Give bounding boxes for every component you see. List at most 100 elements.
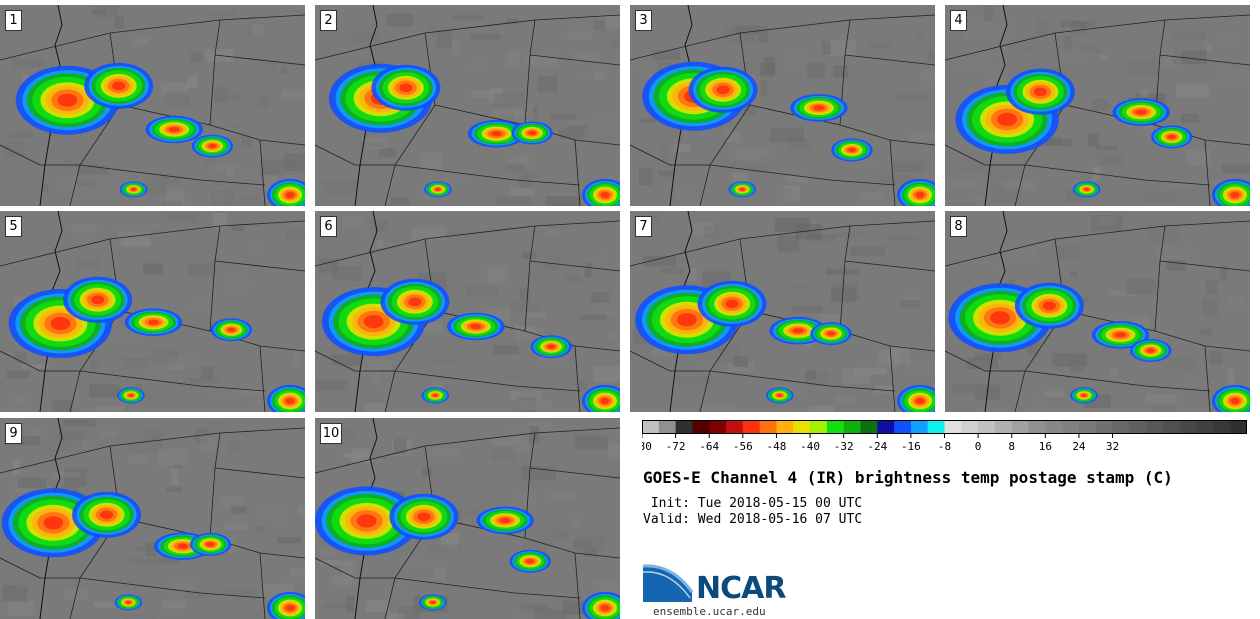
cloud-texture (165, 189, 185, 206)
cloud-texture (606, 469, 620, 479)
convective-cell (777, 393, 783, 397)
cloud-texture (783, 185, 800, 201)
cloud-texture (1032, 62, 1047, 72)
cloud-texture (575, 535, 605, 551)
cloud-texture (5, 141, 25, 157)
cloud-texture (1200, 328, 1212, 336)
cloud-texture (135, 545, 156, 552)
cloud-texture (1092, 166, 1101, 181)
cloud-texture (1115, 213, 1124, 227)
cloud-texture (1180, 113, 1200, 124)
cloud-texture (887, 346, 911, 364)
cloud-texture (760, 80, 768, 97)
cloud-texture (1062, 50, 1085, 64)
cloud-texture (854, 367, 888, 375)
cloud-texture (1084, 231, 1116, 243)
cloud-texture (763, 57, 776, 74)
cloud-texture (567, 31, 592, 40)
cloud-texture (444, 317, 456, 324)
cloud-texture (343, 452, 367, 459)
colorbar-swatch (944, 420, 962, 434)
cloud-texture (277, 537, 301, 544)
cloud-texture (161, 201, 182, 206)
cloud-texture (124, 238, 151, 247)
colorbar-swatch (1196, 420, 1214, 434)
cloud-texture (572, 52, 599, 62)
cloud-texture (129, 439, 164, 453)
cloud-texture (468, 62, 488, 69)
cloud-texture (1228, 295, 1245, 310)
cloud-texture (201, 366, 214, 380)
cloud-texture (411, 227, 447, 240)
cloud-texture (351, 448, 370, 464)
cloud-texture (795, 224, 822, 240)
cloud-texture (1092, 98, 1109, 111)
convective-cell (847, 147, 856, 153)
cloud-texture (737, 105, 758, 116)
cloud-texture (18, 582, 32, 589)
ir-map (315, 5, 620, 206)
colorbar-swatch (742, 420, 761, 434)
cloud-texture (1088, 133, 1099, 147)
cloud-texture (167, 357, 199, 369)
cloud-texture (919, 160, 932, 174)
cloud-texture (518, 400, 552, 411)
convective-cell (1115, 332, 1126, 338)
postage-stamp-10: 10 (315, 418, 620, 619)
ncar-logo-icon (642, 564, 694, 602)
convective-cell (600, 191, 610, 199)
cloud-texture (30, 428, 42, 436)
cloud-texture (263, 61, 277, 72)
cloud-texture (990, 183, 1023, 201)
cloud-texture (815, 344, 837, 352)
cloud-texture (918, 135, 934, 142)
cloud-texture (188, 263, 216, 277)
cloud-texture (610, 308, 620, 318)
cloud-texture (491, 435, 528, 454)
panel-number: 7 (635, 216, 652, 237)
cloud-texture (487, 265, 508, 283)
cloud-texture (906, 134, 935, 143)
cloud-texture (224, 196, 260, 206)
postage-stamp-2: 2 (315, 5, 620, 206)
cloud-texture (167, 211, 199, 223)
cloud-texture (879, 175, 914, 185)
cloud-texture (1044, 391, 1065, 398)
colorbar-swatch (642, 420, 660, 434)
cloud-texture (354, 372, 372, 390)
cloud-texture (1070, 20, 1087, 34)
cloud-texture (133, 223, 163, 228)
cloud-texture (228, 304, 261, 322)
cloud-texture (877, 349, 901, 367)
cloud-texture (289, 568, 305, 577)
convective-cell (131, 187, 137, 191)
cloud-texture (513, 326, 535, 332)
colorbar-swatch (1078, 420, 1097, 434)
cloud-texture (1036, 19, 1047, 35)
panel-number: 1 (5, 10, 22, 31)
cloud-texture (593, 292, 610, 306)
cloud-texture (805, 270, 823, 281)
cloud-texture (1220, 33, 1235, 49)
cloud-texture (558, 129, 585, 139)
convective-cell (177, 543, 189, 549)
convective-cell (1081, 393, 1087, 397)
colorbar-tick-label: -32 (834, 440, 854, 453)
convective-cell (915, 397, 925, 405)
cloud-texture (1052, 352, 1087, 367)
cloud-texture (17, 477, 47, 489)
cloud-texture (832, 65, 849, 78)
ir-map (315, 211, 620, 412)
cloud-texture (726, 131, 740, 143)
cloud-texture (208, 11, 235, 17)
cloud-texture (831, 232, 865, 237)
colorbar-tick-label: -48 (767, 440, 787, 453)
convective-cell (1146, 348, 1155, 353)
cloud-texture (158, 449, 188, 466)
convective-cell (470, 323, 482, 330)
cloud-texture (518, 397, 537, 412)
cloud-texture (101, 431, 118, 436)
cloud-texture (541, 476, 559, 487)
colorbar-swatch (877, 420, 895, 434)
cloud-texture (850, 246, 886, 257)
